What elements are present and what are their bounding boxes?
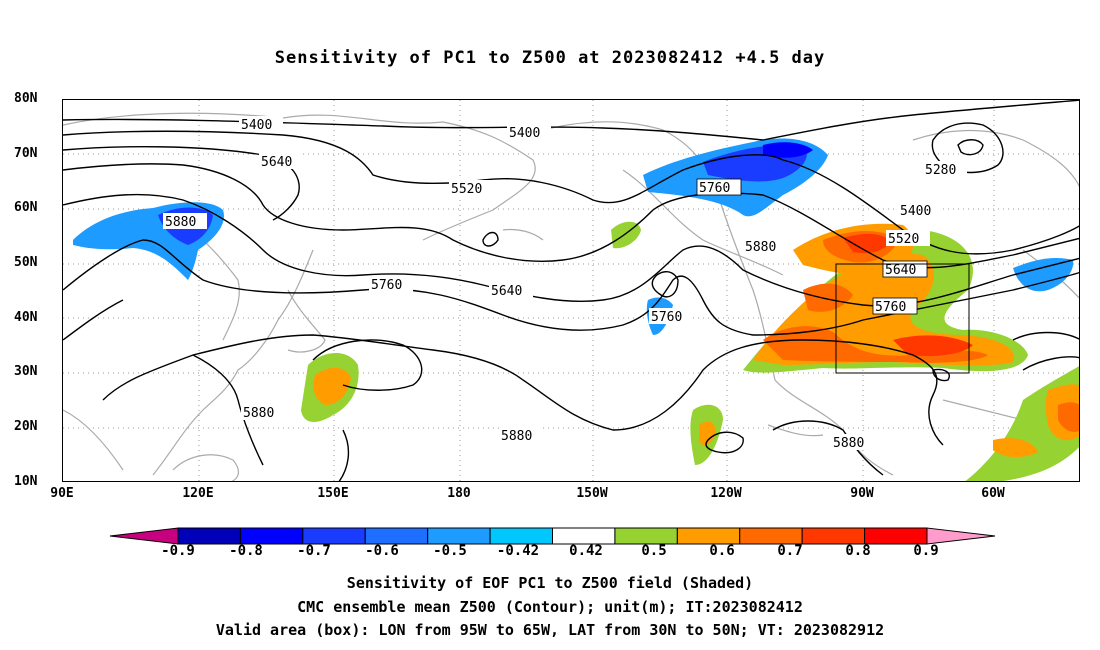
lat-label-80n: 80N bbox=[14, 91, 38, 106]
colorbar-label: 0.6 bbox=[709, 543, 735, 559]
colorbar-label: 0.7 bbox=[777, 543, 803, 559]
lon-label-90w: 90W bbox=[850, 486, 874, 501]
contour-label: 5760 bbox=[875, 300, 906, 315]
contour-label: 5760 bbox=[699, 181, 730, 196]
caption-shaded: Sensitivity of EOF PC1 to Z500 field (Sh… bbox=[346, 574, 754, 592]
colorbar-label: 0.9 bbox=[913, 543, 939, 559]
colorbar-label: 0.8 bbox=[845, 543, 871, 559]
colorbar-label: -0.7 bbox=[297, 543, 331, 559]
colorbar-label: 0.5 bbox=[641, 543, 667, 559]
lat-label-50n: 50N bbox=[14, 255, 38, 270]
colorbar-cell bbox=[552, 527, 616, 545]
map-title: Sensitivity of PC1 to Z500 at 2023082412… bbox=[274, 48, 826, 68]
lon-label-150e: 150E bbox=[317, 486, 349, 501]
contour-label: 5400 bbox=[509, 126, 540, 141]
colorbar-cells bbox=[109, 527, 996, 545]
colorbar-cell bbox=[489, 527, 554, 545]
contour-label: 5520 bbox=[888, 232, 919, 247]
positive-sensitivity-shading bbox=[301, 221, 1079, 481]
lat-label-40n: 40N bbox=[14, 310, 38, 325]
lat-label-60n: 60N bbox=[14, 200, 38, 215]
colorbar-cell bbox=[302, 527, 366, 545]
lon-label-180: 180 bbox=[447, 486, 471, 501]
colorbar-cell bbox=[239, 527, 304, 545]
contour-label: 5880 bbox=[165, 215, 196, 230]
map-canvas: 5400 5400 5640 5520 5760 5280 5400 5520 … bbox=[63, 100, 1079, 481]
colorbar-cell bbox=[801, 527, 866, 545]
contour-label: 5880 bbox=[833, 436, 864, 451]
colorbar-cell bbox=[427, 527, 491, 545]
lon-label-150w: 150W bbox=[576, 486, 608, 501]
contour-label: 5760 bbox=[651, 310, 682, 325]
colorbar-cell bbox=[864, 527, 928, 545]
colorbar-label: -0.6 bbox=[365, 543, 399, 559]
caption-contour: CMC ensemble mean Z500 (Contour); unit(m… bbox=[297, 598, 803, 616]
colorbar-cell bbox=[739, 527, 803, 545]
colorbar-label: -0.42 bbox=[496, 543, 540, 559]
colorbar-cell bbox=[676, 527, 741, 545]
contour-labels: 5400 5400 5640 5520 5760 5280 5400 5520 … bbox=[163, 116, 967, 451]
contour-label: 5640 bbox=[261, 155, 292, 170]
colorbar-label: -0.8 bbox=[229, 543, 263, 559]
contour-label: 5280 bbox=[925, 163, 956, 178]
contour-label: 5640 bbox=[885, 263, 916, 278]
colorbar-label: -0.5 bbox=[433, 543, 467, 559]
map-panel: 5400 5400 5640 5520 5760 5280 5400 5520 … bbox=[62, 99, 1080, 482]
lat-label-20n: 20N bbox=[14, 419, 38, 434]
contour-label: 5760 bbox=[371, 278, 402, 293]
lat-label-10n: 10N bbox=[14, 474, 38, 489]
lat-label-30n: 30N bbox=[14, 364, 38, 379]
lon-label-90e: 90E bbox=[50, 486, 74, 501]
contour-label: 5880 bbox=[745, 240, 776, 255]
colorbar-cell bbox=[364, 527, 429, 545]
colorbar-cell-max bbox=[926, 527, 996, 545]
colorbar-label: -0.9 bbox=[161, 543, 195, 559]
colorbar-cell-min bbox=[109, 527, 179, 545]
lon-label-60w: 60W bbox=[981, 486, 1005, 501]
colorbar-label: 0.42 bbox=[569, 543, 603, 559]
contour-label: 5400 bbox=[900, 204, 931, 219]
caption-valid-area: Valid area (box): LON from 95W to 65W, L… bbox=[215, 621, 885, 639]
lon-label-120e: 120E bbox=[182, 486, 214, 501]
colorbar-cell bbox=[177, 527, 241, 545]
contour-label: 5880 bbox=[501, 429, 532, 444]
valid-area-box bbox=[835, 263, 970, 374]
contour-label: 5400 bbox=[241, 118, 272, 133]
colorbar-cell bbox=[614, 527, 678, 545]
contour-label: 5640 bbox=[491, 284, 522, 299]
lat-label-70n: 70N bbox=[14, 146, 38, 161]
contour-label: 5520 bbox=[451, 182, 482, 197]
contour-label: 5880 bbox=[243, 406, 274, 421]
lon-label-120w: 120W bbox=[710, 486, 742, 501]
